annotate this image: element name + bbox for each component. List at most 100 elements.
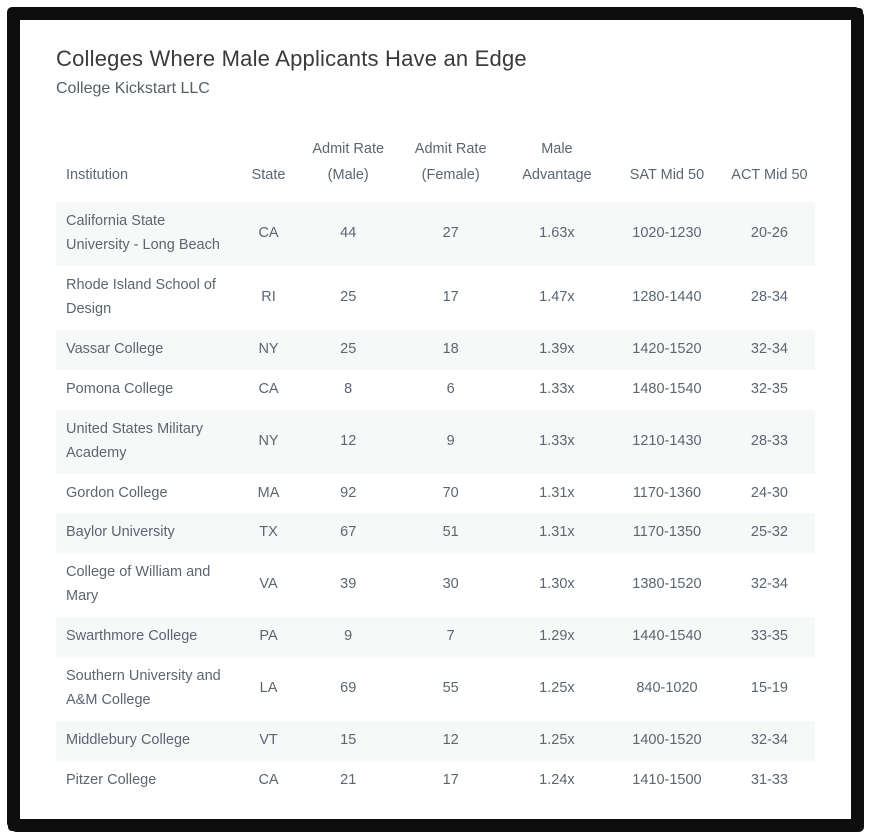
institution-cell: Pomona College [66, 380, 174, 397]
institution-cell: College of William and Mary [66, 564, 211, 605]
value-cell: 6 [446, 380, 455, 397]
institution-cell: Southern University and A&M College [66, 668, 221, 709]
value-cell: 8 [344, 380, 353, 397]
value-cell: 1.25x [539, 680, 575, 697]
value-cell: CA [258, 225, 279, 242]
table-row: Swarthmore College PA 9 7 1.29x 1440-1540 33-3… [56, 617, 815, 658]
value-cell: 33-35 [750, 628, 788, 645]
institution-cell: Rhode Island School of Design [66, 277, 216, 317]
column-header: ACT Mid 50 [731, 167, 808, 184]
value-cell: 1170-1360 [632, 484, 702, 501]
value-cell: 32-35 [750, 380, 788, 397]
value-cell: 70 [442, 484, 459, 501]
value-cell: 32-34 [750, 732, 788, 749]
value-cell: 17 [442, 771, 459, 788]
value-cell: 7 [446, 628, 455, 645]
value-cell: 1440-1540 [632, 628, 702, 645]
table-row: Pomona College CA 8 6 1.33x 1480-1540 32-35 [56, 370, 815, 410]
value-cell: 15-19 [750, 680, 788, 697]
value-cell: NY [258, 340, 279, 357]
value-cell: 28-34 [750, 288, 788, 305]
table-header: Institution State Admit Rate (Male) Admit R… [56, 132, 815, 202]
value-cell: 27 [442, 225, 459, 242]
table-row: Southern University and A&M College LA 69 5… [56, 657, 815, 721]
value-cell: VT [259, 732, 278, 749]
page-subtitle: College Kickstart LLC [56, 80, 210, 97]
table-row: California State University - Long Beach… [56, 202, 815, 267]
institution-cell: Pitzer College [66, 771, 157, 788]
value-cell: LA [259, 680, 278, 697]
value-cell: 17 [442, 288, 459, 305]
table-row: Gordon College MA 92 70 1.31x 1170-1360 24-30 [56, 474, 815, 514]
value-cell: 1.30x [539, 576, 575, 593]
value-cell: NY [258, 432, 279, 449]
column-header: Admit Rate (Male) [312, 141, 385, 184]
column-header: State [251, 167, 286, 184]
value-cell: 1.39x [539, 340, 575, 357]
value-cell: 1480-1540 [632, 380, 702, 397]
value-cell: 1.24x [539, 771, 575, 788]
institution-cell: Vassar College [66, 340, 164, 357]
table-row: Rhode Island School of Design RI 25 17 1.47x… [56, 266, 815, 330]
value-cell: 32-34 [750, 576, 788, 593]
column-header: Male Advantage [522, 141, 592, 184]
value-cell: 1410-1500 [632, 771, 702, 788]
value-cell: 31-33 [750, 771, 788, 788]
value-cell: 1.33x [539, 432, 575, 449]
column-header: SAT Mid 50 [629, 167, 705, 184]
sketch-frame: Colleges Where Male Applicants Have an E… [10, 10, 861, 829]
value-cell: 1380-1520 [632, 576, 702, 593]
page-content: Colleges Where Male Applicants Have an E… [20, 20, 851, 819]
value-cell: 51 [442, 524, 459, 541]
value-cell: CA [258, 380, 279, 397]
value-cell: 1.47x [539, 288, 575, 305]
table-row: Vassar College NY 25 18 1.39x 1420-1520 32-34 [56, 329, 815, 370]
value-cell: CA [258, 771, 279, 788]
column-header: Admit Rate (Female) [414, 141, 487, 184]
value-cell: 15 [340, 732, 357, 749]
value-cell: 25 [340, 340, 357, 357]
institution-cell: United States Military Academy [66, 420, 203, 461]
table-row: College of William and Mary VA 39 30 1.30x 13… [56, 553, 815, 617]
value-cell: 69 [340, 680, 357, 697]
table-row: United States Military Academy NY 12 9 1.33x… [56, 409, 815, 474]
value-cell: 1.63x [539, 225, 575, 242]
value-cell: 1420-1520 [632, 340, 702, 357]
value-cell: 25-32 [750, 524, 788, 541]
value-cell: MA [257, 484, 280, 501]
value-cell: 9 [344, 628, 353, 645]
value-cell: 1280-1440 [632, 288, 702, 305]
value-cell: 28-33 [750, 432, 788, 449]
value-cell: RI [261, 288, 276, 305]
value-cell: 25 [340, 288, 357, 305]
value-cell: 30 [442, 576, 459, 593]
colleges-table: Institution State Admit Rate (Male) Admit R… [56, 132, 815, 801]
table-row: Baylor University TX 67 51 1.31x 1170-1350 25-… [56, 513, 815, 554]
value-cell: 1.33x [539, 380, 575, 397]
value-cell: 1.29x [539, 628, 575, 645]
value-cell: 21 [340, 771, 357, 788]
value-cell: 840-1020 [636, 680, 698, 697]
header-row: Institution State Admit Rate (Male) Admit R… [56, 132, 815, 202]
value-cell: 32-34 [750, 340, 788, 357]
value-cell: 24-30 [750, 484, 788, 501]
value-cell: 12 [340, 432, 357, 449]
value-cell: PA [259, 628, 278, 645]
column-header: Institution [66, 167, 129, 184]
value-cell: 39 [340, 576, 357, 593]
value-cell: TX [259, 524, 278, 541]
table-row: Pitzer College CA 21 17 1.24x 1410-1500 31-33 [56, 761, 815, 801]
value-cell: 92 [340, 484, 357, 501]
institution-cell: Swarthmore College [66, 628, 198, 645]
value-cell: 1170-1350 [632, 524, 702, 541]
table-body: California State University - Long Beach… [56, 202, 815, 801]
value-cell: 9 [446, 432, 455, 449]
value-cell: 1.31x [539, 484, 575, 501]
value-cell: 1.31x [539, 524, 575, 541]
value-cell: 1210-1430 [632, 432, 702, 449]
value-cell: 67 [340, 524, 357, 541]
value-cell: VA [259, 576, 278, 593]
institution-cell: Gordon College [66, 484, 168, 501]
page-title: Colleges Where Male Applicants Have an E… [56, 46, 527, 71]
value-cell: 1400-1520 [632, 732, 702, 749]
